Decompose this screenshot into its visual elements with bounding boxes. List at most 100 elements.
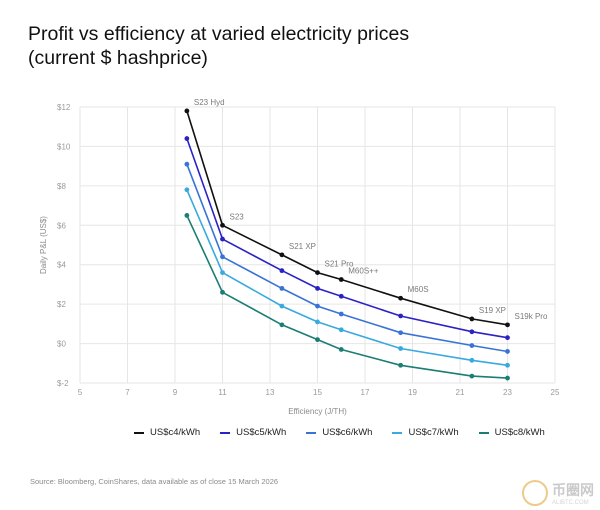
watermark-brand: 币圈网 xyxy=(552,482,594,498)
series-line-4 xyxy=(186,189,508,367)
y-tick-label: $10 xyxy=(57,142,71,151)
series-point-2 xyxy=(505,335,510,341)
y-tick-label: $0 xyxy=(57,340,66,349)
x-tick-label: 5 xyxy=(78,388,83,397)
legend-swatch xyxy=(134,431,144,434)
source-note: Source: Bloomberg, CoinShares, data avai… xyxy=(30,477,279,486)
legend-swatch xyxy=(478,431,489,434)
legend-swatch xyxy=(220,431,231,434)
y-axis-label: Daily P&L (US$) xyxy=(39,216,48,274)
series-point-4 xyxy=(338,327,344,333)
series-lines xyxy=(186,110,508,379)
legend: US$c4/kWh US$c5/kWh US$c6/kWh US$c7/kWh US$c… xyxy=(134,427,545,438)
legend-item-2: US$c5/kWh xyxy=(220,427,286,438)
series-point-2 xyxy=(398,313,404,319)
x-tick-label: 9 xyxy=(173,388,178,397)
x-tick-label: 11 xyxy=(218,388,227,397)
series-point-5 xyxy=(338,347,344,352)
legend-swatch xyxy=(392,431,403,434)
series-line-1 xyxy=(186,110,508,326)
x-tick-labels: 5 7 9 11 13 15 17 19 21 23 25 xyxy=(78,388,560,397)
series-point-2 xyxy=(184,136,190,141)
chart-title-line2: (current $ hashprice) xyxy=(28,47,208,69)
legend-label: US$c4/kWh xyxy=(150,427,201,438)
series-point-1 xyxy=(184,108,190,114)
point-label: S21 Pro xyxy=(325,260,354,269)
point-label: S19k Pro xyxy=(515,312,548,321)
series-point-5 xyxy=(220,289,225,295)
x-tick-label: 13 xyxy=(266,388,275,397)
y-tick-labels: $-2 $0 $2 $4 $6 $8 $10 $12 xyxy=(57,103,71,388)
series-point-1 xyxy=(220,222,225,228)
legend-item-3: US$c6/kWh xyxy=(306,427,372,438)
series-point-1 xyxy=(338,277,344,282)
legend-swatch xyxy=(306,431,317,434)
legend-label: US$c8/kWh xyxy=(494,427,545,438)
series-point-5 xyxy=(505,375,510,381)
series-point-1 xyxy=(315,270,320,275)
series-point-2 xyxy=(279,268,285,274)
series-point-3 xyxy=(398,330,404,336)
x-tick-label: 25 xyxy=(551,388,560,397)
series-point-1 xyxy=(469,316,475,322)
series-points xyxy=(184,108,510,381)
point-label: M60S++ xyxy=(348,267,379,276)
series-point-1 xyxy=(279,252,285,258)
series-point-4 xyxy=(315,319,320,325)
series-line-3 xyxy=(186,163,508,353)
series-point-3 xyxy=(220,254,225,260)
series-line-5 xyxy=(186,215,508,379)
series-point-4 xyxy=(220,270,225,275)
series-point-5 xyxy=(184,213,190,218)
series-point-4 xyxy=(505,362,510,368)
y-tick-label: $12 xyxy=(57,103,71,112)
series-point-3 xyxy=(469,343,475,348)
series-point-3 xyxy=(184,161,190,167)
series-point-2 xyxy=(338,293,344,299)
watermark: 币圈网 ALIBTC.COM xyxy=(522,480,594,506)
watermark-logo-icon xyxy=(522,480,548,506)
watermark-sub: ALIBTC.COM xyxy=(552,500,589,506)
x-tick-label: 21 xyxy=(456,388,465,397)
series-point-4 xyxy=(184,187,190,193)
legend-item-5: US$c8/kWh xyxy=(478,427,545,438)
series-line-2 xyxy=(186,138,508,339)
series-point-5 xyxy=(469,373,475,379)
series-point-3 xyxy=(338,311,344,317)
y-tick-label: $-2 xyxy=(57,379,69,388)
chart-title-line1: Profit vs efficiency at varied electrici… xyxy=(28,23,410,45)
series-point-5 xyxy=(315,337,320,343)
point-label: S19 XP xyxy=(479,306,506,315)
x-axis-label: Efficiency (J/TH) xyxy=(288,407,347,416)
series-point-2 xyxy=(469,329,475,335)
legend-label: US$c6/kWh xyxy=(322,427,373,438)
series-point-5 xyxy=(398,362,404,368)
y-tick-label: $6 xyxy=(57,221,66,230)
series-point-4 xyxy=(469,357,475,363)
legend-label: US$c5/kWh xyxy=(236,427,287,438)
point-label: S23 Hyd xyxy=(194,98,225,107)
series-point-1 xyxy=(398,295,404,301)
series-point-2 xyxy=(315,285,320,291)
chart-plot: 5 7 9 11 13 15 17 19 21 23 25 $-2$0$2$4$6$8$10$12 … xyxy=(39,98,560,416)
series-point-3 xyxy=(279,285,285,291)
x-tick-label: 7 xyxy=(125,388,130,397)
grid-lines xyxy=(79,106,556,384)
legend-item-4: US$c7/kWh xyxy=(392,427,459,438)
legend-label: US$c7/kWh xyxy=(408,427,459,438)
series-point-3 xyxy=(315,303,320,309)
y-tick-label: $8 xyxy=(57,182,66,191)
legend-item-1: US$c4/kWh xyxy=(134,427,200,438)
x-tick-label: 19 xyxy=(408,388,417,397)
chart-title: Profit vs efficiency at varied electrici… xyxy=(28,22,409,70)
series-point-1 xyxy=(505,322,510,328)
series-point-4 xyxy=(398,346,404,351)
x-tick-label: 23 xyxy=(503,388,512,397)
series-point-2 xyxy=(220,236,225,242)
point-label: S23 xyxy=(230,212,245,221)
series-point-5 xyxy=(279,322,285,328)
y-tick-label: $2 xyxy=(57,300,66,309)
x-tick-label: 15 xyxy=(313,388,322,397)
x-tick-label: 17 xyxy=(361,388,370,397)
y-tick-label: $4 xyxy=(57,261,66,270)
